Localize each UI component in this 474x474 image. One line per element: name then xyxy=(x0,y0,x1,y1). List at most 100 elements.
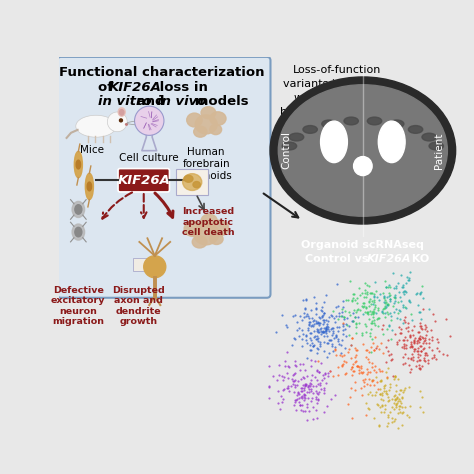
Point xyxy=(325,327,332,335)
Point xyxy=(361,299,368,307)
Point xyxy=(416,387,424,395)
Point xyxy=(434,338,442,346)
Point xyxy=(386,298,394,305)
Point xyxy=(408,317,415,324)
Point xyxy=(433,335,440,343)
Point xyxy=(396,336,403,344)
Point xyxy=(374,322,382,329)
Point xyxy=(293,381,301,389)
Point xyxy=(392,400,400,408)
Ellipse shape xyxy=(126,124,128,125)
Point xyxy=(329,347,337,355)
Point xyxy=(341,344,349,352)
Point xyxy=(334,315,342,323)
Ellipse shape xyxy=(74,151,82,178)
Point xyxy=(426,339,433,347)
Point xyxy=(407,337,414,345)
Point xyxy=(364,370,371,377)
Point xyxy=(310,320,318,328)
Point xyxy=(313,335,320,342)
Point xyxy=(368,297,376,305)
Point xyxy=(313,325,320,332)
Point xyxy=(320,319,328,326)
Point xyxy=(343,321,351,328)
Point xyxy=(378,402,385,410)
Point xyxy=(369,307,376,315)
Point xyxy=(397,326,405,333)
Point xyxy=(372,310,379,317)
Point xyxy=(290,371,297,379)
Point xyxy=(308,385,315,393)
Point xyxy=(300,313,308,320)
Point xyxy=(398,393,406,401)
Point xyxy=(342,370,349,377)
Point xyxy=(283,384,291,392)
Point xyxy=(413,357,420,365)
Point xyxy=(284,324,292,331)
Point xyxy=(352,320,359,328)
Point xyxy=(383,326,391,333)
Point xyxy=(327,395,335,403)
Point xyxy=(278,311,286,319)
Point xyxy=(359,376,367,384)
Point xyxy=(346,394,354,401)
Point xyxy=(384,414,392,421)
Point xyxy=(409,356,417,364)
Point xyxy=(338,305,346,312)
Point xyxy=(381,302,389,310)
Point xyxy=(308,380,315,387)
Point xyxy=(294,389,302,396)
Point xyxy=(394,279,402,287)
Point xyxy=(265,382,273,390)
Point xyxy=(351,296,359,303)
Point xyxy=(313,350,321,357)
Point xyxy=(414,337,421,345)
Point xyxy=(364,404,371,412)
Point xyxy=(365,358,373,365)
Point xyxy=(399,301,407,309)
Point xyxy=(306,341,314,349)
Point xyxy=(346,309,353,316)
Point xyxy=(312,304,320,312)
Point xyxy=(301,366,309,374)
Point xyxy=(420,337,428,345)
Text: KIF26A: KIF26A xyxy=(109,81,162,93)
Point xyxy=(401,303,409,311)
Point xyxy=(351,344,359,352)
Point xyxy=(330,335,338,342)
Point xyxy=(391,375,398,383)
Point xyxy=(398,330,405,337)
Point xyxy=(337,341,345,348)
Point xyxy=(295,391,303,398)
Point xyxy=(403,337,410,344)
Point xyxy=(419,408,427,416)
Point xyxy=(394,397,402,405)
Point xyxy=(347,365,355,373)
Point xyxy=(300,309,308,316)
Point xyxy=(360,369,367,376)
Point xyxy=(372,389,380,396)
Point xyxy=(309,317,317,325)
Point xyxy=(298,387,305,395)
Point xyxy=(417,290,424,298)
Point xyxy=(343,321,350,328)
Point xyxy=(418,393,426,401)
Point xyxy=(385,351,393,359)
Point xyxy=(381,388,388,395)
Point xyxy=(406,414,413,421)
Point xyxy=(319,311,327,319)
Ellipse shape xyxy=(193,182,201,188)
Point xyxy=(302,382,310,389)
Point xyxy=(410,338,417,346)
Point xyxy=(334,328,342,335)
Point xyxy=(379,349,387,356)
Point xyxy=(265,394,273,401)
Point xyxy=(416,334,423,342)
Point xyxy=(399,421,406,429)
Point xyxy=(336,309,343,317)
Point xyxy=(374,293,381,301)
Point xyxy=(294,377,302,385)
Point xyxy=(281,374,288,381)
Point xyxy=(446,332,454,339)
Point xyxy=(368,289,375,297)
